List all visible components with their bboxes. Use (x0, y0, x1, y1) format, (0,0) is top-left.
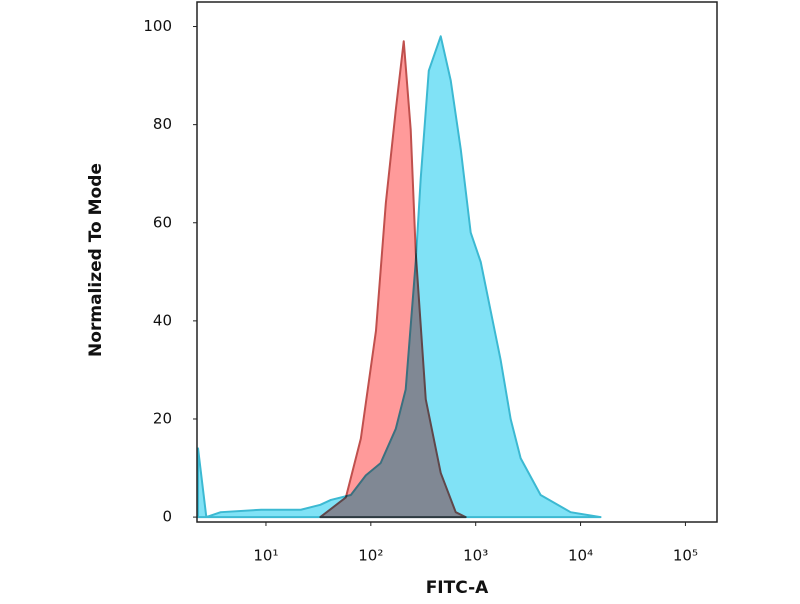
plot-area (197, 35, 602, 519)
histogram-area (197, 35, 602, 519)
y-tick-label: 80 (153, 115, 172, 133)
x-axis-title: FITC-A (426, 578, 489, 598)
y-tick-label: 20 (153, 409, 172, 427)
histogram-area (319, 40, 467, 519)
x-tick-label: 10¹ (253, 547, 278, 565)
x-tick-label: 10³ (463, 547, 488, 565)
y-tick-label: 40 (153, 311, 172, 329)
y-tick-label: 100 (143, 17, 172, 35)
x-tick-label: 10⁴ (568, 547, 593, 565)
x-tick-label: 10² (358, 547, 383, 565)
y-tick-label: 0 (162, 508, 172, 526)
y-tick-label: 60 (153, 213, 172, 231)
plot-frame (196, 1, 718, 523)
x-tick-label: 10⁵ (673, 547, 698, 565)
y-axis-title: Normalized To Mode (86, 163, 106, 357)
